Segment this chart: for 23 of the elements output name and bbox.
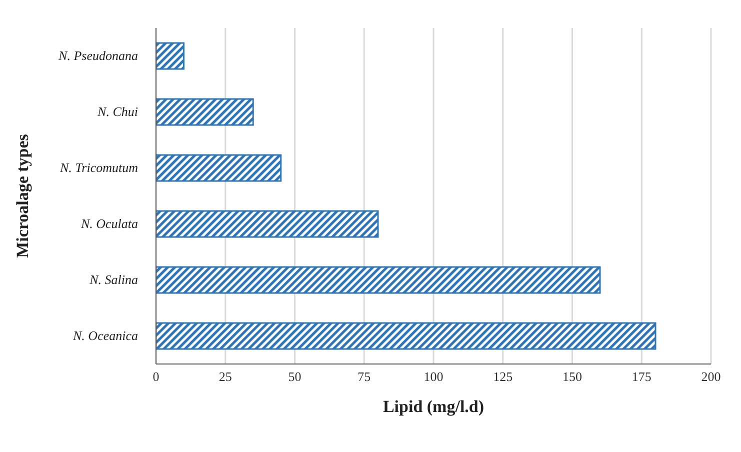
y-axis-title: Microalage types (13, 134, 32, 258)
bar (156, 154, 282, 182)
x-tick-label: 100 (424, 369, 444, 384)
x-tick-label: 150 (562, 369, 582, 384)
bar (156, 266, 601, 294)
bar (156, 42, 184, 70)
x-tick-label: 0 (152, 369, 160, 384)
x-tick-label: 200 (701, 369, 721, 384)
y-tick-label: N. Pseudonana (58, 48, 138, 63)
x-tick-label: 50 (288, 369, 302, 384)
x-tick-label: 25 (218, 369, 232, 384)
x-tick-label: 175 (632, 369, 652, 384)
bar (156, 210, 379, 238)
x-tick-label: 75 (358, 369, 371, 384)
y-tick-label: N. Oculata (80, 216, 138, 231)
x-tick-label: 125 (493, 369, 513, 384)
y-tick-label: N. Tricomutum (58, 160, 138, 175)
y-tick-label: N. Chui (96, 104, 138, 119)
x-axis-title: Lipid (mg/l.d) (382, 397, 484, 416)
y-tick-label: N. Salina (88, 272, 138, 287)
bar (156, 98, 254, 126)
bar (156, 322, 656, 350)
y-tick-label: N. Oceanica (72, 328, 138, 343)
